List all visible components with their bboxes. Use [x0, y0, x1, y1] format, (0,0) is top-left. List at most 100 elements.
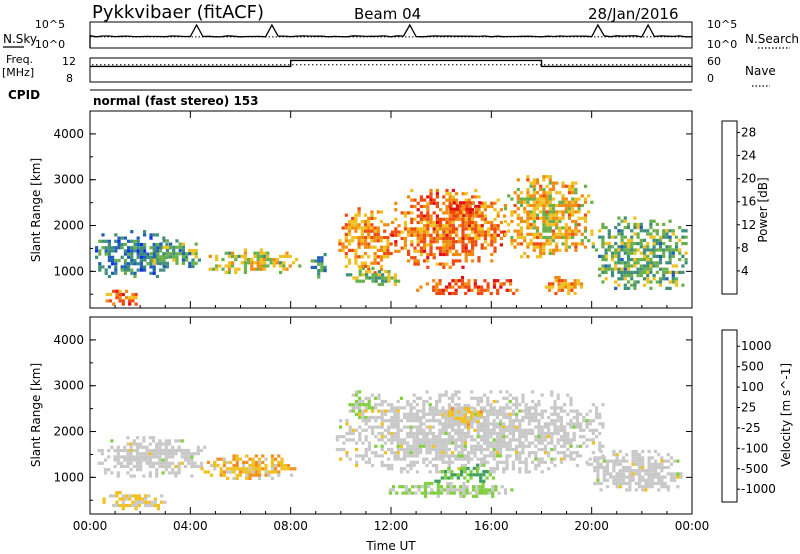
data-cell [114, 262, 118, 266]
data-cell [416, 288, 420, 292]
data-cell [187, 458, 191, 462]
data-cell [518, 438, 522, 442]
data-cell [462, 204, 466, 208]
data-cell [483, 246, 487, 250]
data-cell [621, 469, 626, 473]
data-cell [435, 454, 439, 458]
data-cell [527, 451, 531, 455]
data-cell [515, 396, 519, 400]
data-cell [555, 232, 559, 236]
data-cell [114, 233, 118, 237]
data-cell [438, 282, 442, 286]
scatter-region [388, 481, 514, 498]
data-cell [231, 251, 235, 255]
velocity-x-axis: 00:00 04:00 08:00 12:00 16:00 20:00 00:00 [73, 317, 709, 533]
data-cell [464, 285, 468, 289]
data-cell [605, 472, 610, 476]
data-cell [567, 226, 572, 230]
data-cell [524, 470, 528, 474]
data-cell [438, 470, 442, 474]
data-cell [505, 415, 509, 420]
data-cell [156, 503, 161, 508]
data-cell [364, 447, 368, 452]
data-cell [598, 422, 602, 426]
data-cell [486, 444, 490, 448]
data-cell [383, 223, 387, 227]
data-cell [412, 399, 416, 404]
data-cell [518, 441, 522, 445]
data-cell [508, 454, 512, 458]
data-cell [545, 194, 549, 198]
data-cell [495, 425, 499, 429]
data-cell [363, 223, 368, 227]
data-cell [126, 461, 130, 465]
data-cell [454, 423, 458, 427]
data-cell [269, 261, 273, 265]
data-cell [134, 500, 138, 504]
data-cell [557, 282, 561, 286]
nsky-label: N.Sky [3, 32, 37, 46]
data-cell [414, 485, 418, 489]
data-cell [446, 488, 450, 492]
data-cell [114, 268, 118, 272]
data-cell [663, 481, 667, 486]
data-cell [634, 459, 638, 463]
data-cell [630, 235, 634, 239]
data-cell [630, 277, 634, 281]
data-cell [367, 236, 371, 240]
data-cell [558, 200, 562, 204]
data-cell [599, 449, 603, 454]
data-cell [649, 248, 653, 252]
data-cell [238, 467, 242, 471]
data-cell [679, 475, 683, 479]
data-cell [521, 415, 525, 420]
data-cell [542, 207, 546, 211]
data-cell [365, 276, 369, 280]
data-cell [516, 235, 520, 240]
data-cell [452, 207, 456, 211]
data-cell [521, 399, 525, 404]
data-cell [668, 258, 672, 262]
data-cell [145, 458, 149, 462]
data-cell [577, 242, 581, 246]
data-cell [406, 419, 410, 423]
data-cell [612, 462, 616, 466]
data-cell [127, 262, 131, 266]
data-cell [532, 184, 536, 188]
data-cell [614, 251, 618, 255]
data-cell [435, 236, 439, 241]
data-cell [364, 409, 368, 413]
data-cell [390, 447, 394, 452]
data-cell [518, 403, 522, 407]
data-cell [650, 475, 654, 479]
data-cell [379, 239, 384, 243]
data-cell [548, 229, 552, 233]
data-cell [399, 406, 403, 410]
data-cell [660, 456, 664, 460]
data-cell [518, 470, 522, 474]
data-cell [482, 473, 486, 477]
data-cell [633, 232, 637, 236]
data-cell [345, 454, 349, 458]
data-cell [511, 425, 515, 429]
velocity-plot-area [90, 317, 692, 514]
data-cell [470, 422, 474, 426]
data-cell [258, 467, 262, 471]
data-cell [111, 246, 115, 250]
data-cell [652, 245, 656, 249]
data-cell [361, 457, 365, 461]
data-cell [213, 467, 217, 471]
data-cell [161, 461, 165, 465]
data-cell [621, 481, 626, 486]
data-cell [398, 485, 402, 489]
data-cell [563, 282, 568, 286]
data-cell [543, 447, 547, 452]
data-cell [103, 468, 108, 472]
data-cell [129, 445, 133, 449]
data-cell [171, 445, 175, 449]
data-cell [317, 269, 321, 273]
data-cell [481, 488, 485, 492]
data-cell [543, 460, 547, 464]
data-cell [602, 469, 606, 473]
